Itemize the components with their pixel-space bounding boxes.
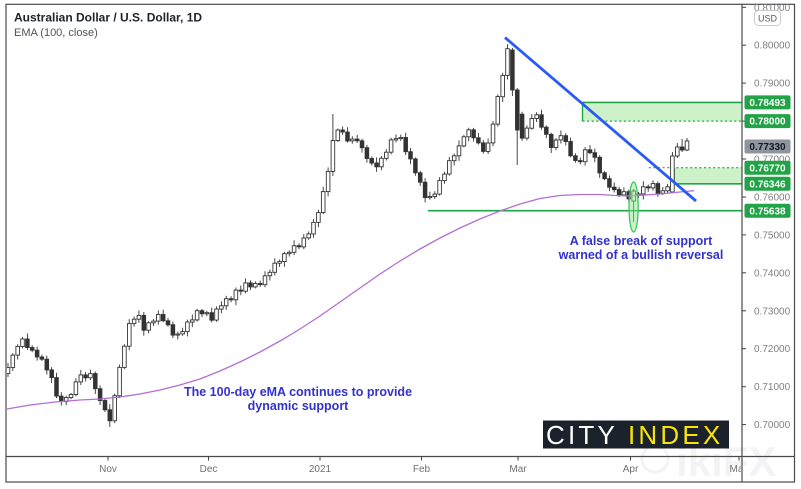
- svg-text:May: May: [730, 464, 749, 475]
- svg-text:0.78000: 0.78000: [749, 117, 786, 128]
- svg-text:A false break of support: A false break of support: [570, 234, 713, 248]
- svg-text:The 100-day eMA continues to p: The 100-day eMA continues to provide: [184, 385, 412, 399]
- svg-text:Apr: Apr: [623, 464, 639, 475]
- svg-text:0.72000: 0.72000: [754, 344, 791, 355]
- svg-text:0.71000: 0.71000: [754, 382, 791, 393]
- svg-text:0.74000: 0.74000: [754, 268, 791, 279]
- svg-text:USD: USD: [758, 14, 778, 24]
- svg-text:0.79000: 0.79000: [754, 79, 791, 90]
- svg-text:0.76000: 0.76000: [754, 193, 791, 204]
- svg-text:Nov: Nov: [99, 464, 117, 475]
- svg-text:0.80000: 0.80000: [754, 41, 791, 52]
- svg-text:0.81000: 0.81000: [754, 3, 791, 14]
- svg-text:0.70000: 0.70000: [754, 420, 791, 431]
- svg-text:0.75638: 0.75638: [749, 206, 786, 217]
- svg-text:CITY INDEX: CITY INDEX: [546, 420, 723, 450]
- svg-text:0.75000: 0.75000: [754, 230, 791, 241]
- svg-text:Feb: Feb: [413, 464, 431, 475]
- svg-text:0.77000: 0.77000: [754, 155, 791, 166]
- svg-text:0.76770: 0.76770: [749, 163, 786, 174]
- svg-text:warned of a bullish reversal: warned of a bullish reversal: [558, 248, 724, 262]
- svg-text:Mar: Mar: [509, 464, 527, 475]
- svg-text:Australian Dollar / U.S. Dolla: Australian Dollar / U.S. Dollar, 1D: [14, 11, 202, 25]
- svg-text:0.78493: 0.78493: [749, 98, 786, 109]
- svg-text:dynamic support: dynamic support: [248, 399, 350, 413]
- svg-text:0.77330: 0.77330: [749, 142, 786, 153]
- svg-text:Dec: Dec: [200, 464, 218, 475]
- svg-text:0.76346: 0.76346: [749, 179, 786, 190]
- svg-text:EMA (100, close): EMA (100, close): [14, 27, 98, 39]
- svg-text:0.73000: 0.73000: [754, 306, 791, 317]
- svg-text:2021: 2021: [309, 464, 332, 475]
